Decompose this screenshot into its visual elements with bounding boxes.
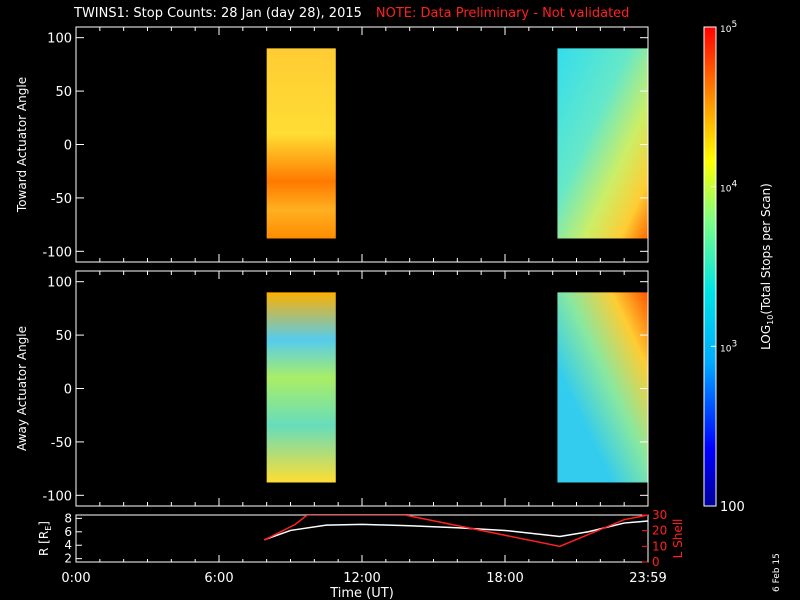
- colorbar-label-a: LOG: [759, 325, 773, 350]
- away-ytick-label: -100: [42, 489, 72, 504]
- date-stamp: 6 Feb 15: [772, 553, 782, 592]
- away-ylabel: Away Actuator Angle: [15, 326, 29, 451]
- colorbar-label-end: (Total Stops per Scan): [759, 183, 773, 314]
- orbit-right-tick-label: 30: [652, 508, 667, 522]
- title-text: TWINS1: Stop Counts: 28 Jan (day 28), 20…: [74, 6, 362, 21]
- toward-ytick-label: -100: [42, 245, 72, 260]
- colorbar-tick-exp: 5: [731, 20, 737, 30]
- orbit-left-label: R [RE]: [37, 521, 53, 556]
- away-ytick-label: -50: [51, 436, 72, 451]
- colorbar-label-sub: 10: [766, 315, 775, 325]
- x-tick-label: 0:00: [61, 571, 90, 586]
- series-l-shell: [263, 515, 648, 548]
- toward-ytick-label: 0: [64, 139, 72, 154]
- colorbar-tick-base: 10: [720, 185, 732, 195]
- colorbar-tick-label: 100: [720, 500, 745, 515]
- x-tick-label: 23:59: [629, 571, 666, 586]
- toward-ytick-label: 100: [47, 32, 72, 47]
- orbit-right-tick-label: 0: [652, 555, 660, 569]
- colorbar: [703, 26, 717, 507]
- colorbar-tick-label: 104: [720, 180, 737, 195]
- colorbar-tick-label: 103: [720, 339, 737, 354]
- away-ytick-label: 50: [55, 329, 72, 344]
- orbit-left-tick-label: 2: [64, 552, 72, 566]
- orbit-right-tick-label: 10: [652, 539, 667, 553]
- colorbar-tick-base: 100: [720, 500, 745, 515]
- toward-ytick-label: -50: [51, 192, 72, 207]
- orbit-right-tick-label: 20: [652, 524, 667, 538]
- toward-data-block: [266, 48, 336, 239]
- x-axis-label: Time (UT): [329, 586, 394, 600]
- toward-data-block: [557, 48, 648, 239]
- colorbar-tick-label: 105: [720, 20, 737, 35]
- toward-ylabel: Toward Actuator Angle: [15, 77, 29, 213]
- orbit-left-label-a: R [R: [37, 531, 51, 556]
- chart-title: TWINS1: Stop Counts: 28 Jan (day 28), 20…: [74, 6, 629, 21]
- orbit-left-label-end: ]: [37, 521, 51, 526]
- orbit-left-tick-label: 6: [64, 525, 72, 539]
- x-tick-label: 6:00: [204, 571, 233, 586]
- toward-ytick-label: 50: [55, 85, 72, 100]
- away-ytick-label: 0: [64, 383, 72, 398]
- orbit-left-label-sub: E: [44, 526, 53, 531]
- preliminary-note: NOTE: Data Preliminary - Not validated: [375, 6, 630, 21]
- colorbar-tick-base: 10: [720, 25, 732, 35]
- colorbar-tick-base: 10: [720, 344, 732, 354]
- orbit-left-tick-label: 4: [64, 538, 72, 552]
- colorbar-tick-exp: 4: [731, 180, 737, 190]
- x-tick-label: 18:00: [486, 571, 523, 586]
- away-ytick-label: 100: [47, 276, 72, 291]
- x-tick-label: 12:00: [343, 571, 380, 586]
- orbit-right-label: L Shell: [671, 519, 685, 559]
- orbit-left-tick-label: 8: [64, 511, 72, 525]
- series-r: [264, 520, 648, 541]
- colorbar-label: LOG10(Total Stops per Scan): [759, 183, 775, 350]
- colorbar-tick-exp: 3: [731, 339, 737, 349]
- away-data-block: [557, 292, 648, 483]
- away-data-block: [266, 292, 336, 483]
- orbit-panel-frame: [75, 514, 649, 563]
